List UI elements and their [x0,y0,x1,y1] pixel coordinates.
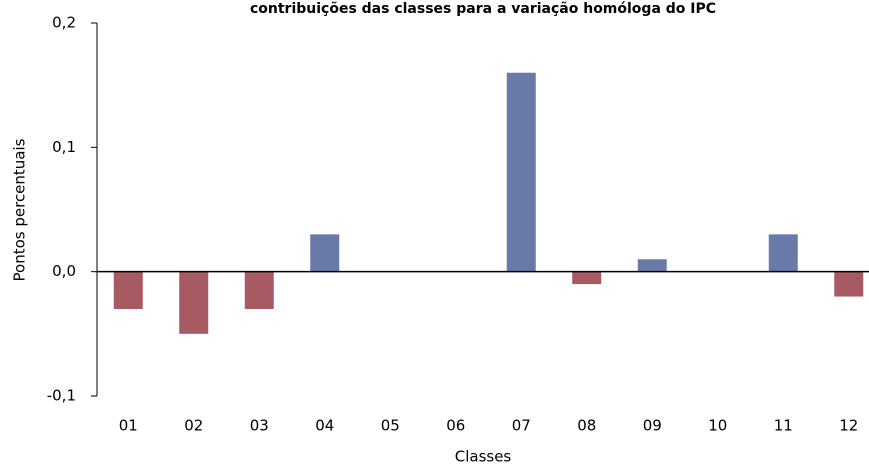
chart-title: contribuições das classes para a variaçã… [250,1,716,17]
bar [572,271,602,285]
y-tick-label: -0,1 [47,387,76,405]
x-tick-label: 01 [119,417,138,435]
x-tick-label: 10 [708,417,727,435]
y-tick-label: 0,1 [52,138,76,156]
bar [834,271,864,297]
x-tick-label: 03 [250,417,269,435]
x-tick-label: 12 [839,417,858,435]
y-tick-label: 0,0 [52,262,76,280]
bar [310,234,340,272]
x-tick-label: 05 [381,417,400,435]
bar [113,271,143,309]
y-axis-label: Pontos percentuais [11,138,29,281]
bar [506,72,536,272]
x-tick-label: 09 [643,417,662,435]
x-tick-label: 08 [577,417,596,435]
x-tick-label: 11 [774,417,793,435]
bar [768,234,798,272]
x-axis-label: Classes [455,448,512,466]
x-tick-label: 06 [446,417,465,435]
bar [179,271,209,334]
y-tick-label: 0,2 [52,14,76,32]
bar [244,271,274,309]
x-tick-label: 04 [315,417,334,435]
bar [637,259,667,272]
x-tick-label: 02 [184,417,203,435]
x-tick-label: 07 [512,417,531,435]
